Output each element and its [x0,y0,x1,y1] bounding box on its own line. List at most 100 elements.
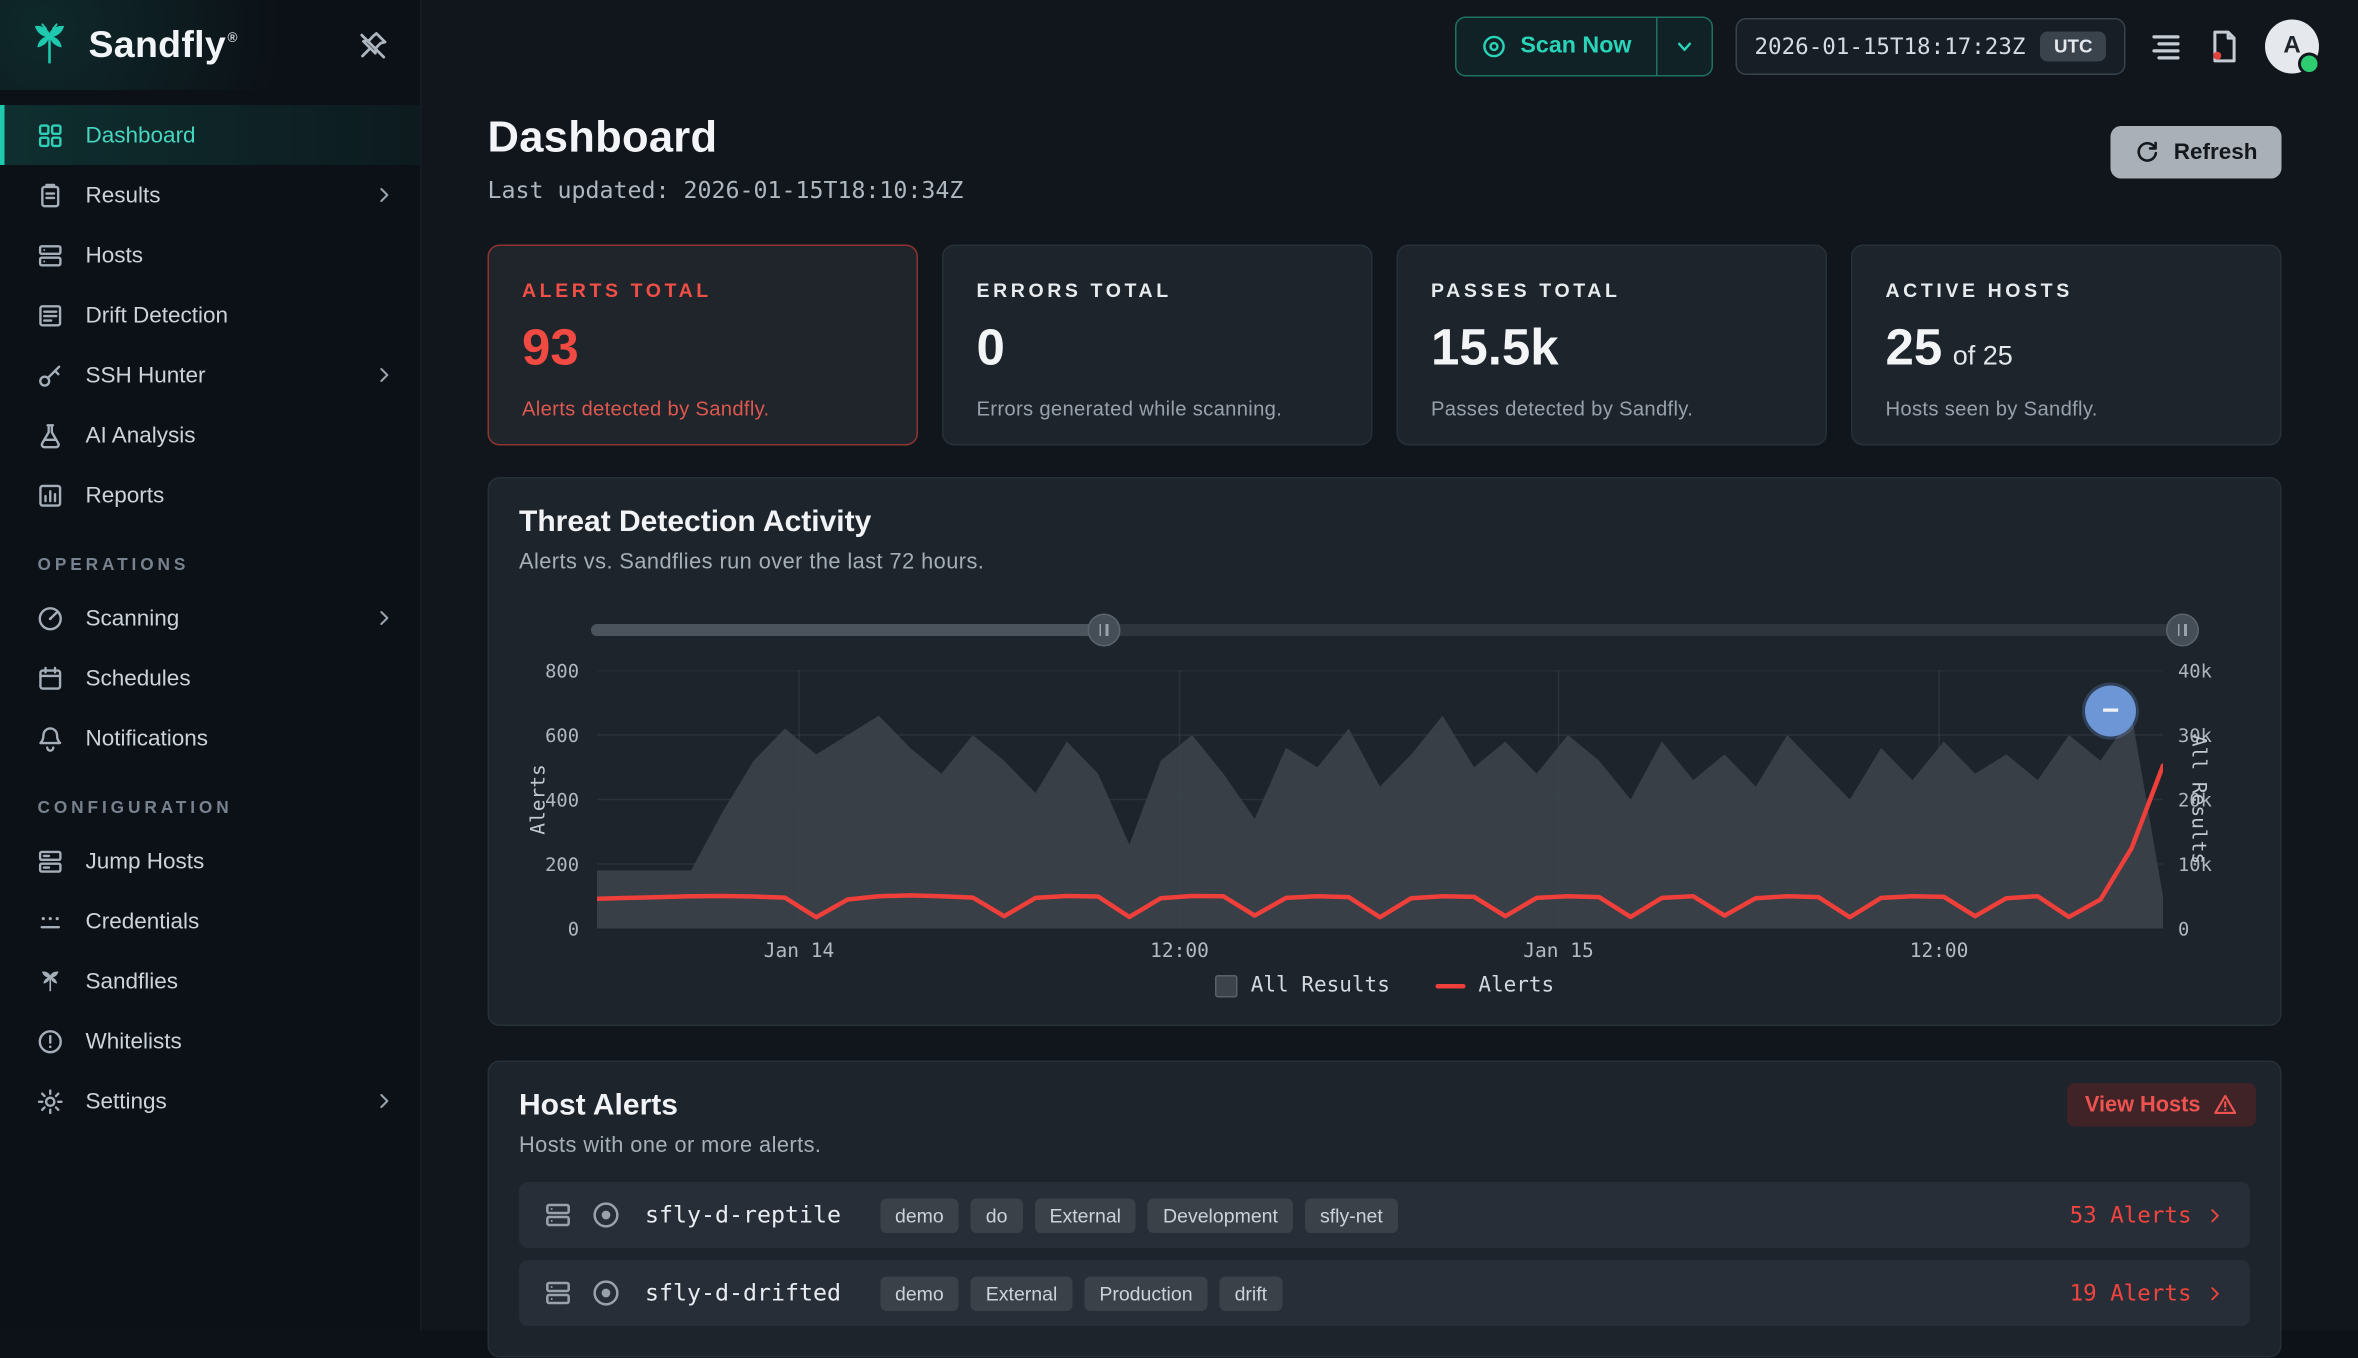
stat-value: 93 [522,319,579,377]
sandfly-logo-icon[interactable] [24,20,75,71]
alerts-count: 53 Alerts [2069,1201,2192,1229]
sidebar-item-label: Schedules [85,665,191,691]
alerts-count: 19 Alerts [2069,1279,2192,1307]
time-range-slider[interactable] [591,613,2199,647]
brand-name: Sandfly ® [88,23,238,66]
left-tick-label: 400 [545,788,579,811]
stat-label: PASSES TOTAL [1431,279,1621,302]
sidebar-item-credentials[interactable]: Credentials [0,891,420,951]
stat-value: 15.5k [1431,319,1559,377]
refresh-button[interactable]: Refresh [2110,126,2282,179]
right-tick-label: 0 [2178,917,2190,940]
right-tick-label: 30k [2178,723,2212,747]
stat-description: Passes detected by Sandfly. [1431,397,1694,421]
calendar-icon [36,664,65,693]
right-tick-label: 10k [2178,852,2212,876]
scan-now-dropdown-button[interactable] [1655,18,1711,75]
left-axis-title: Alerts [527,764,551,835]
stat-value-suffix: of 25 [1952,340,2013,371]
sidebar-item-label: Dashboard [85,122,196,148]
sidebar-item-sandflies[interactable]: Sandflies [0,951,420,1011]
left-tick-label: 800 [545,659,579,682]
sidebar-item-label: Whitelists [85,1028,182,1054]
slider-segment-left [591,624,1104,636]
stat-card-errors-total: ERRORS TOTAL 0 Errors generated while scan… [942,244,1373,446]
page-header: Dashboard Last updated: 2026-01-15T18:10… [488,114,2282,204]
x-tick-label: Jan 14 [763,940,835,964]
scan-now-button[interactable]: Scan Now [1456,18,1656,75]
bell-icon [36,724,65,753]
sidebar-item-label: Sandflies [85,968,179,994]
sidebar-item-label: Hosts [85,242,144,268]
user-avatar[interactable]: A [2265,19,2321,75]
chart-subtitle: Alerts vs. Sandflies run over the last 7… [519,550,985,575]
hostname: sfly-d-drifted [645,1279,841,1307]
chevron-right-icon [2204,1282,2227,1305]
stat-card-passes-total: PASSES TOTAL 15.5k Passes detected by Sand… [1396,244,1827,446]
sidebar-item-drift-detection[interactable]: Drift Detection [0,285,420,345]
pin-slash-icon[interactable] [357,29,390,62]
sidebar-item-label: Jump Hosts [85,848,205,874]
jump-icon [36,847,65,876]
host-alerts-link[interactable]: 53 Alerts [2070,1202,2226,1229]
utc-clock: 2026-01-15T18:17:23Z UTC [1735,18,2126,75]
host-server-icon [543,1278,573,1308]
hostname: sfly-d-reptile [645,1201,841,1229]
scan-now-group: Scan Now [1454,16,1713,77]
report-icon [36,481,65,510]
stat-description: Alerts detected by Sandfly. [522,397,770,421]
chevron-right-icon [372,1089,396,1113]
os-icon [591,1278,621,1308]
host-alerts-link[interactable]: 19 Alerts [2070,1280,2226,1307]
topbar: Scan Now 2026-01-15T18:17:23Z UTC A [420,0,2358,93]
view-hosts-button[interactable]: View Hosts [2066,1083,2256,1127]
nav-section-configuration: CONFIGURATION [37,799,233,818]
sidebar-item-ssh-hunter[interactable]: SSH Hunter [0,345,420,405]
sidebar-item-label: Credentials [85,908,200,934]
view-hosts-label: View Hosts [2084,1092,2201,1117]
chevron-right-icon [2204,1204,2227,1227]
sidebar-item-settings[interactable]: Settings [0,1071,420,1131]
sidebar-item-schedules[interactable]: Schedules [0,648,420,708]
sidebar-item-label: Results [85,182,161,208]
right-tick-label: 40k [2178,659,2212,682]
sidebar-item-reports[interactable]: Reports [0,465,420,525]
host-alerts-subtitle: Hosts with one or more alerts. [519,1134,822,1158]
host-alerts-list: sfly-d-reptile demo do External Development s… [519,1182,2250,1326]
sidebar-item-label: Settings [85,1088,167,1114]
zoom-out-button[interactable]: − [2085,685,2136,737]
x-tick-label: 12:00 [1150,940,1209,964]
sidebar-item-label: Drift Detection [85,302,229,328]
flask-icon [36,421,65,450]
sidebar-item-whitelists[interactable]: Whitelists [0,1011,420,1071]
registered-mark: ® [227,30,238,46]
host-row-sfly-d-reptile[interactable]: sfly-d-reptile demo do External Development s… [519,1182,2250,1248]
sidebar-item-jump-hosts[interactable]: Jump Hosts [0,831,420,891]
sidebar-item-notifications[interactable]: Notifications [0,708,420,768]
host-row-sfly-d-drifted[interactable]: sfly-d-drifted demo External Production drif… [519,1260,2250,1326]
drift-icon [36,301,65,330]
activity-log-button[interactable] [2148,29,2184,65]
chart-title: Threat Detection Activity [519,505,872,539]
sidebar-item-hosts[interactable]: Hosts [0,225,420,285]
sidebar-item-results[interactable]: Results [0,165,420,225]
legend-all-results[interactable]: All Results [1214,974,1390,998]
stat-label: ACTIVE HOSTS [1885,279,2073,302]
radar-icon [36,604,65,633]
slider-handle-end[interactable] [2165,613,2199,647]
legend-alerts[interactable]: Alerts [1434,974,1554,998]
chart-canvas [597,670,2163,929]
clock-timestamp: 2026-01-15T18:17:23Z [1754,33,2026,60]
sidebar-item-dashboard[interactable]: Dashboard [0,105,420,165]
main-content: Dashboard Last updated: 2026-01-15T18:10… [420,93,2358,1358]
page-title: Dashboard [487,114,718,162]
sidebar-item-label: SSH Hunter [85,362,206,388]
warning-triangle-icon [2213,1092,2239,1118]
brand-header: Sandfly ® [0,0,420,90]
sidebar-item-scanning[interactable]: Scanning [0,588,420,648]
sidebar-item-ai-analysis[interactable]: AI Analysis [0,405,420,465]
credentials-icon [36,907,65,936]
slider-handle-start[interactable] [1087,613,1121,647]
document-alert-button[interactable] [2207,29,2243,65]
